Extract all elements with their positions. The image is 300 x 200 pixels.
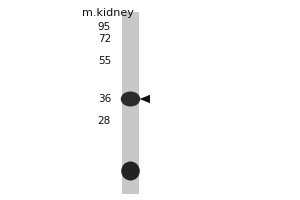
Text: 36: 36 bbox=[98, 94, 111, 104]
Text: m.kidney: m.kidney bbox=[82, 8, 134, 18]
Ellipse shape bbox=[121, 92, 140, 106]
Bar bbox=[122, 12, 139, 194]
Polygon shape bbox=[140, 95, 150, 103]
Text: 55: 55 bbox=[98, 56, 111, 66]
Ellipse shape bbox=[121, 162, 140, 180]
Text: 72: 72 bbox=[98, 34, 111, 44]
Text: 28: 28 bbox=[98, 116, 111, 126]
Text: 95: 95 bbox=[98, 22, 111, 32]
